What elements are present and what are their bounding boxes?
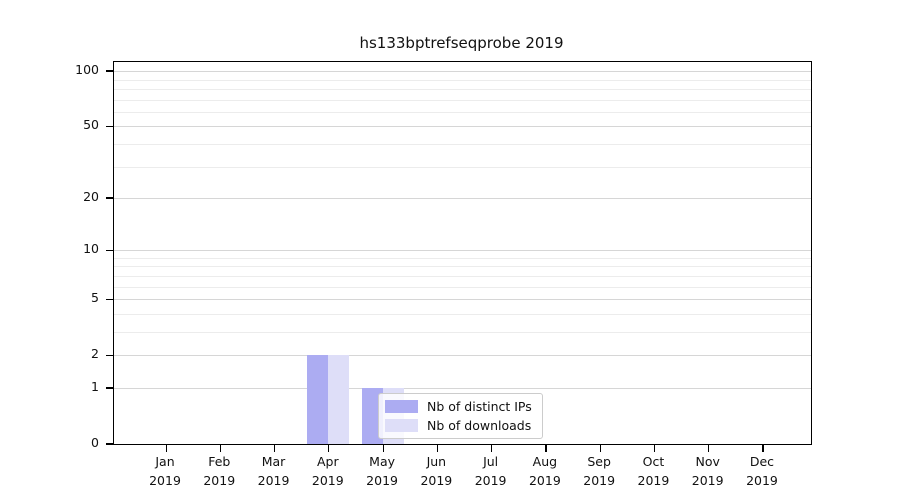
x-axis-tick [328,445,330,452]
y-axis-tick [106,443,113,445]
x-axis-tick [599,445,601,452]
year-label: 2019 [583,473,616,488]
y-tick-label: 20 [83,188,99,204]
year-label: 2019 [474,473,507,488]
y-tick-label: 50 [83,117,99,133]
minor-gridline [114,275,811,277]
major-gridline [114,355,811,357]
year-label: 2019 [366,473,398,488]
month-label: Jun [426,454,447,469]
x-axis-tick [382,445,384,452]
major-gridline [114,299,811,301]
x-tick-label: Aug 2019 [529,452,561,490]
bar-downloads [328,355,350,444]
legend-swatch [385,400,418,413]
minor-gridline [114,99,811,101]
x-axis-tick [491,445,493,452]
y-axis-tick [106,298,113,300]
month-label: Sep [587,454,611,469]
minor-gridline [114,111,811,113]
y-axis-tick [106,197,113,199]
year-label: 2019 [203,473,236,488]
month-label: Jan [155,454,175,469]
y-tick-label: 100 [75,62,99,78]
major-gridline [114,198,811,199]
month-label: Aug [532,454,558,469]
y-axis-tick [106,387,113,389]
x-axis-tick [545,445,547,452]
y-axis-tick [106,354,113,356]
x-axis-tick [436,445,439,452]
minor-gridline [114,88,811,90]
legend-swatch [385,419,418,432]
y-tick-label: 2 [91,346,99,362]
x-tick-label: Jan 2019 [149,452,181,490]
x-tick-label: Dec 2019 [746,452,778,490]
month-label: Dec [749,454,775,469]
major-gridline [114,71,811,73]
month-label: Apr [316,454,339,469]
y-tick-label: 1 [91,378,99,394]
year-label: 2019 [528,473,561,488]
x-tick-label: Mar 2019 [258,452,290,490]
minor-gridline [114,286,811,288]
y-tick-label: 0 [91,435,99,450]
bar-distinct-ips [307,355,329,444]
month-label: Oct [642,454,665,469]
minor-gridline [114,79,811,81]
year-label: 2019 [149,473,181,488]
x-axis-tick [708,445,710,452]
minor-gridline [114,266,811,268]
legend-label: Nb of distinct IPs [427,399,532,414]
x-tick-label: Oct 2019 [638,452,670,490]
minor-gridline [114,257,811,259]
year-label: 2019 [691,473,724,488]
minor-gridline [114,313,811,315]
x-tick-label: Sep 2019 [583,452,615,490]
year-label: 2019 [637,473,670,488]
chart-title: hs133bptrefseqprobe 2019 [359,34,564,52]
month-label: Mar [261,454,286,469]
x-tick-label: Nov 2019 [692,452,724,490]
legend-label: Nb of downloads [427,418,532,433]
x-axis-tick [653,445,656,452]
x-axis-tick [219,445,221,452]
year-label: 2019 [311,473,344,488]
x-tick-label: Apr 2019 [312,452,344,490]
y-tick-label: 10 [83,241,99,257]
minor-gridline [114,331,811,333]
x-axis-tick [274,445,276,452]
y-axis-tick [106,249,113,251]
major-gridline [114,388,811,389]
y-axis-tick [106,125,113,127]
x-tick-label: May 2019 [366,452,398,490]
x-axis-tick [165,445,167,452]
year-label: 2019 [420,473,453,488]
month-label: May [369,454,395,469]
x-tick-label: Jul 2019 [475,452,507,490]
month-label: Jul [483,454,499,469]
legend-item: Nb of distinct IPs [385,397,532,416]
major-gridline [114,126,811,128]
month-label: Nov [695,454,720,469]
x-axis-tick [762,445,764,452]
year-label: 2019 [746,473,778,488]
minor-gridline [114,166,811,168]
month-label: Feb [208,454,231,469]
y-tick-label: 5 [91,290,99,306]
x-tick-label: Feb 2019 [203,452,235,490]
minor-gridline [114,143,811,145]
plot-area: Nb of distinct IPs Nb of downloads [106,61,812,452]
bar-distinct-ips [361,388,383,444]
major-gridline [114,250,811,252]
y-axis-tick [106,70,113,72]
year-label: 2019 [257,473,290,488]
legend: Nb of distinct IPs Nb of downloads [378,393,543,439]
x-tick-label: Jun 2019 [420,452,452,490]
legend-item: Nb of downloads [385,416,532,435]
